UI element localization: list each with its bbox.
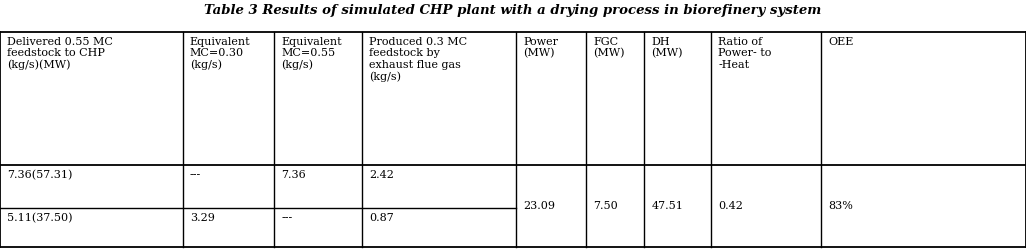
Text: 7.36: 7.36 [281,170,306,180]
Text: Produced 0.3 MC
feedstock by
exhaust flue gas
(kg/s): Produced 0.3 MC feedstock by exhaust flu… [369,37,468,82]
Text: 0.87: 0.87 [369,213,394,223]
Text: 2.42: 2.42 [369,170,394,180]
Text: OEE: OEE [828,37,854,47]
Text: 7.50: 7.50 [593,201,618,211]
Text: Delivered 0.55 MC
feedstock to CHP
(kg/s)(MW): Delivered 0.55 MC feedstock to CHP (kg/s… [7,37,113,70]
Text: 7.36(57.31): 7.36(57.31) [7,170,73,180]
Text: Power
(MW): Power (MW) [523,37,558,58]
Text: 3.29: 3.29 [190,213,214,223]
Text: Equivalent
MC=0.55
(kg/s): Equivalent MC=0.55 (kg/s) [281,37,342,70]
Text: Equivalent
MC=0.30
(kg/s): Equivalent MC=0.30 (kg/s) [190,37,250,70]
Text: Ratio of
Power- to
-Heat: Ratio of Power- to -Heat [718,37,772,70]
Text: 0.42: 0.42 [718,201,743,211]
Text: 83%: 83% [828,201,853,211]
Text: ---: --- [281,213,292,223]
Text: Table 3 Results of simulated CHP plant with a drying process in biorefinery syst: Table 3 Results of simulated CHP plant w… [204,4,822,17]
Text: ---: --- [190,170,201,180]
Text: 47.51: 47.51 [652,201,683,211]
Text: DH
(MW): DH (MW) [652,37,683,58]
Text: 23.09: 23.09 [523,201,555,211]
Text: 5.11(37.50): 5.11(37.50) [7,213,73,223]
Text: FGC
(MW): FGC (MW) [593,37,625,58]
